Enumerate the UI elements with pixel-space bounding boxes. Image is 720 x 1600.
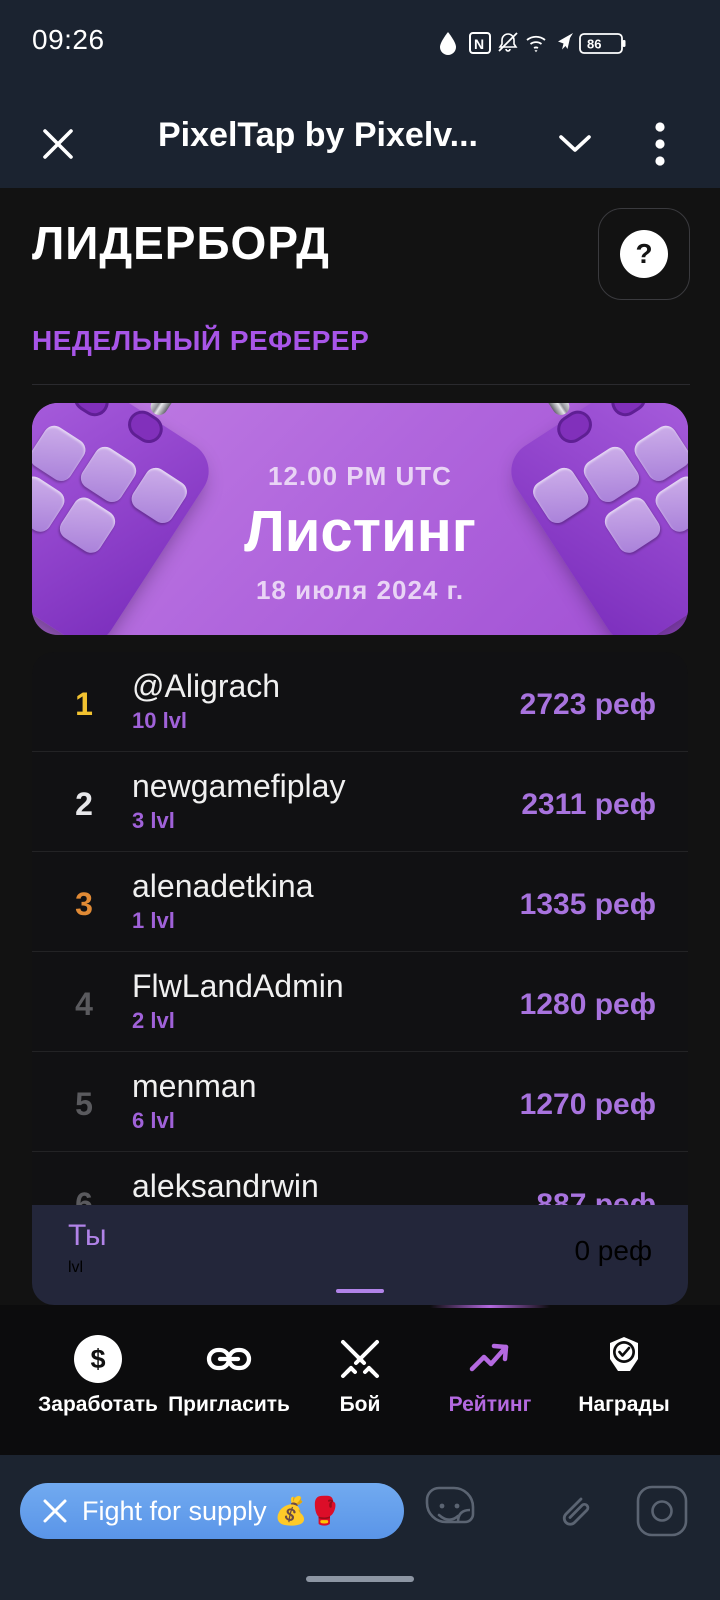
svg-text:N: N	[474, 36, 484, 52]
svg-text:86: 86	[587, 37, 601, 52]
svg-text:$: $	[90, 1344, 105, 1374]
